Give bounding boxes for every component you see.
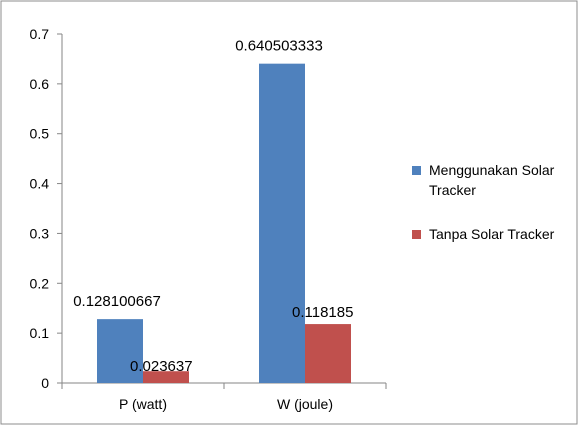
data-label: 0.118185 [292, 304, 353, 321]
data-labels: 0.128100667 0.640503333 0.023637 0.118185 [73, 38, 353, 376]
y-tick-label: 0.2 [30, 275, 50, 291]
y-tick-label: 0.7 [30, 26, 50, 42]
bar [305, 324, 351, 383]
legend-swatch [412, 230, 421, 239]
data-label: 0.640503333 [235, 38, 323, 55]
bar [259, 63, 305, 384]
bars [97, 63, 351, 384]
bar [97, 319, 143, 383]
x-tick-label: W (joule) [277, 396, 333, 412]
legend-label: Menggunakan Solar [429, 162, 555, 178]
legend: Menggunakan Solar Tracker Tanpa Solar Trac… [412, 162, 555, 242]
data-label: 0.023637 [130, 358, 193, 375]
y-tick-label: 0.6 [30, 76, 50, 92]
legend-label: Tracker [429, 182, 476, 198]
x-tick-label: P (watt) [119, 396, 167, 412]
y-tick-label: 0.3 [30, 225, 50, 241]
y-tick-label: 0 [41, 375, 49, 391]
y-tick-label: 0.1 [30, 325, 50, 341]
data-label: 0.128100667 [73, 293, 161, 310]
legend-label: Tanpa Solar Tracker [429, 226, 555, 242]
legend-swatch [412, 166, 421, 175]
y-tick-label: 0.5 [30, 126, 50, 142]
y-tick-label: 0.4 [30, 176, 50, 192]
bar [143, 371, 189, 383]
